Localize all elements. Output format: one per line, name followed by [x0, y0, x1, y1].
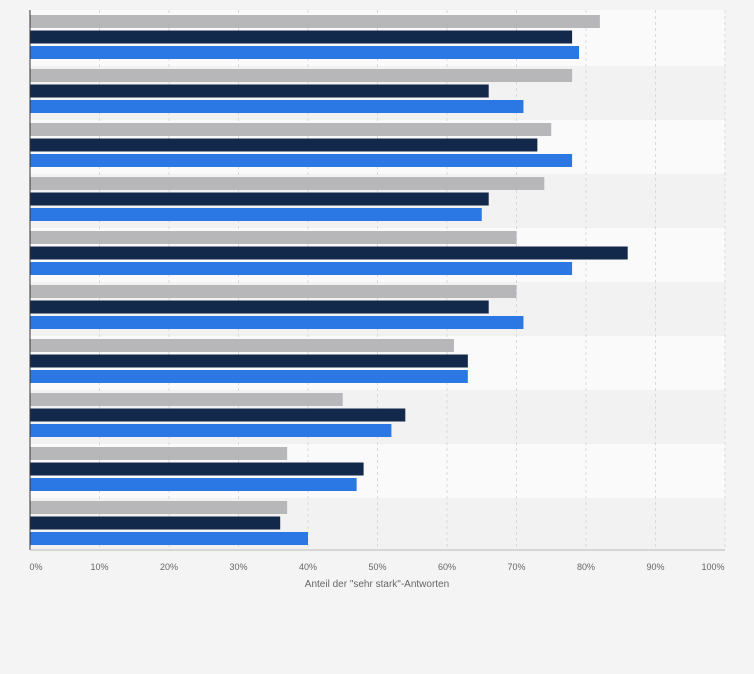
x-tick-label: 40% [299, 562, 317, 572]
bar [30, 316, 524, 329]
bar [30, 354, 468, 368]
bar [30, 69, 573, 82]
bar [30, 370, 468, 383]
bar [30, 177, 545, 190]
bar [30, 300, 489, 314]
x-tick-label: 70% [507, 562, 525, 572]
bar [30, 30, 573, 44]
bar [30, 408, 406, 422]
bar [30, 462, 364, 476]
x-tick-label: 90% [646, 562, 664, 572]
bar [30, 339, 454, 352]
bar [30, 501, 288, 514]
bar [30, 424, 392, 437]
x-axis-label: Anteil der "sehr stark"-Antworten [305, 579, 449, 590]
bar [30, 154, 573, 167]
x-tick-label: 60% [438, 562, 456, 572]
x-tick-labels: 0% 10% 20% 30% 40% 50% 60% 70% 80% 90% 100% [29, 562, 724, 572]
bar [30, 208, 482, 221]
x-tick-label: 100% [701, 562, 724, 572]
x-tick-label: 10% [90, 562, 108, 572]
bar [30, 516, 281, 530]
bar [30, 478, 357, 491]
bar [30, 393, 343, 406]
bar [30, 84, 489, 98]
bar [30, 246, 628, 260]
bar [30, 231, 517, 244]
x-tick-label: 50% [368, 562, 386, 572]
x-tick-label: 30% [229, 562, 247, 572]
bar [30, 532, 308, 545]
x-tick-label: 80% [577, 562, 595, 572]
bar [30, 46, 580, 59]
bar [30, 447, 288, 460]
bar [30, 15, 600, 28]
x-tick-label: 0% [29, 562, 42, 572]
axes [29, 10, 725, 551]
bar [30, 123, 552, 136]
x-tick-label: 20% [160, 562, 178, 572]
bar [30, 100, 524, 113]
bar [30, 262, 573, 275]
bars [30, 15, 628, 545]
bar [30, 192, 489, 206]
bar [30, 138, 538, 152]
bar [30, 285, 517, 298]
